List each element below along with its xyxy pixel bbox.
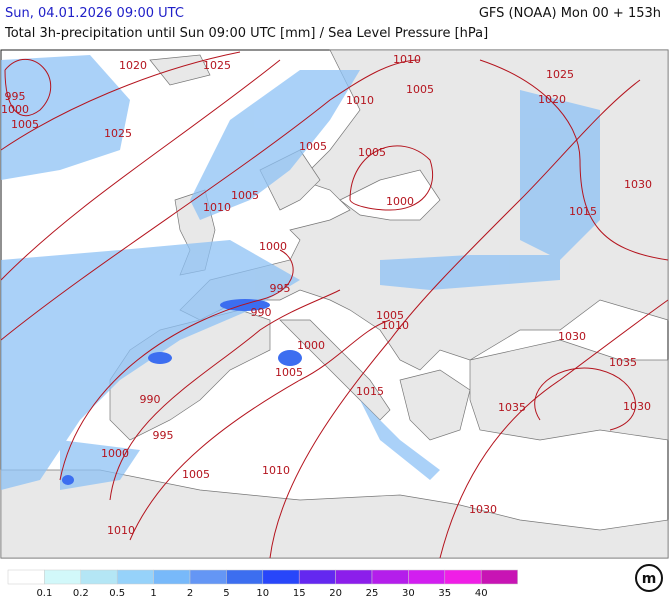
isobar-label: 1000 xyxy=(1,103,29,116)
isobar xyxy=(479,59,669,261)
isobars xyxy=(0,51,669,559)
precip-core xyxy=(62,475,74,485)
isobar-label: 1005 xyxy=(11,118,39,131)
isobar-label: 1025 xyxy=(104,127,132,140)
legend-swatch xyxy=(335,569,373,585)
legend-label: 30 xyxy=(402,588,415,599)
legend-label: 2 xyxy=(187,588,193,599)
precip-area xyxy=(190,70,360,220)
isobar-label: 1005 xyxy=(299,140,327,153)
legend-label: 40 xyxy=(475,588,488,599)
isobar-label: 1015 xyxy=(356,385,384,398)
isobar xyxy=(439,299,669,559)
legend-swatch xyxy=(7,569,45,585)
isobar xyxy=(0,59,281,281)
legend-swatch xyxy=(116,569,154,585)
legend-swatch xyxy=(408,569,446,585)
isobar-label: 1005 xyxy=(182,468,210,481)
isobar xyxy=(109,289,341,501)
isobar-label: 1030 xyxy=(469,503,497,516)
north-africa xyxy=(0,469,669,559)
isobar-label: 995 xyxy=(270,282,291,295)
isobar-label: 1005 xyxy=(376,309,404,322)
isobar-label: 1010 xyxy=(381,319,409,332)
isobar xyxy=(349,145,434,211)
legend-swatch xyxy=(44,569,82,585)
logo: m xyxy=(635,564,663,592)
isobar-label: 1005 xyxy=(406,83,434,96)
legend-label: 0.5 xyxy=(109,588,125,599)
legend-swatch xyxy=(153,569,191,585)
svg-text:m: m xyxy=(642,571,657,587)
legend-label: 25 xyxy=(366,588,379,599)
precip-core xyxy=(278,350,302,366)
italy xyxy=(279,319,391,421)
isobar-label: 1020 xyxy=(538,93,566,106)
legend-swatch xyxy=(189,569,227,585)
isobar xyxy=(0,59,421,341)
legend-label: 5 xyxy=(223,588,229,599)
isobar-label: 1035 xyxy=(609,356,637,369)
isobar-label: 1010 xyxy=(203,201,231,214)
isobar xyxy=(4,58,52,117)
legend-swatch xyxy=(480,569,518,585)
isobar-label: 1015 xyxy=(569,205,597,218)
isobar-labels: 1020 102599510001005102510101005102510201… xyxy=(1,53,652,537)
legend-label: 35 xyxy=(438,588,451,599)
legend-swatch xyxy=(298,569,336,585)
isobar-label: 1020 xyxy=(119,59,147,72)
isobar xyxy=(269,79,641,559)
isobar-label: 1010 xyxy=(346,94,374,107)
isobar-label: 990 xyxy=(140,393,161,406)
isobar-label: 1025 xyxy=(203,59,231,72)
legend-label: 0.1 xyxy=(36,588,52,599)
legend: 0.1 0.2 0.5 1 2 5 10 15 20 25 30 35 40 xyxy=(7,569,518,599)
isobar-label: 1010 xyxy=(393,53,421,66)
legend-label: 15 xyxy=(293,588,306,599)
isobar-label: 1010 xyxy=(262,464,290,477)
isobar xyxy=(59,249,294,481)
isobar-label: 1000 xyxy=(297,339,325,352)
isobar-label: 1005 xyxy=(275,366,303,379)
model-run: GFS (NOAA) Mon 00 + 153h xyxy=(478,6,661,21)
legend-label: 1 xyxy=(150,588,156,599)
isobar-label: 990 xyxy=(251,306,272,319)
precip-area xyxy=(60,440,140,490)
legend-label: 10 xyxy=(256,588,269,599)
isobar xyxy=(534,367,636,431)
legend-label: 20 xyxy=(329,588,342,599)
datetime: Sun, 04.01.2026 09:00 UTC xyxy=(5,6,184,21)
isobar-label: 1000 xyxy=(101,447,129,460)
precip-core xyxy=(148,352,172,364)
precip-area xyxy=(360,400,440,480)
precip-area xyxy=(520,90,600,260)
isobar-label: 1035 xyxy=(498,401,526,414)
precip-area xyxy=(380,255,560,290)
isobar-label: 995 xyxy=(153,429,174,442)
legend-label: 0.2 xyxy=(73,588,89,599)
isobar-label: 1025 xyxy=(546,68,574,81)
balkans xyxy=(399,369,471,441)
isobar-label: 1030 xyxy=(623,400,651,413)
isobar-label: 1005 xyxy=(358,146,386,159)
legend-swatch xyxy=(80,569,118,585)
turkey xyxy=(469,339,669,441)
isobar-label: 1005 xyxy=(231,189,259,202)
legend-swatch xyxy=(371,569,409,585)
isobar-label: 1010 xyxy=(107,524,135,537)
isobar-label: 995 xyxy=(5,90,26,103)
isobar xyxy=(0,51,241,151)
isobar-label: 1030 xyxy=(624,178,652,191)
legend-swatch xyxy=(226,569,264,585)
legend-swatch xyxy=(262,569,300,585)
precip-area xyxy=(1,55,130,180)
isobar xyxy=(129,319,391,541)
legend-swatch xyxy=(444,569,482,585)
isobar-label: 1030 xyxy=(558,330,586,343)
isobar-label: 1000 xyxy=(386,195,414,208)
isobar-label: 1000 xyxy=(259,240,287,253)
description: Total 3h-precipitation until Sun 09:00 U… xyxy=(5,26,489,41)
